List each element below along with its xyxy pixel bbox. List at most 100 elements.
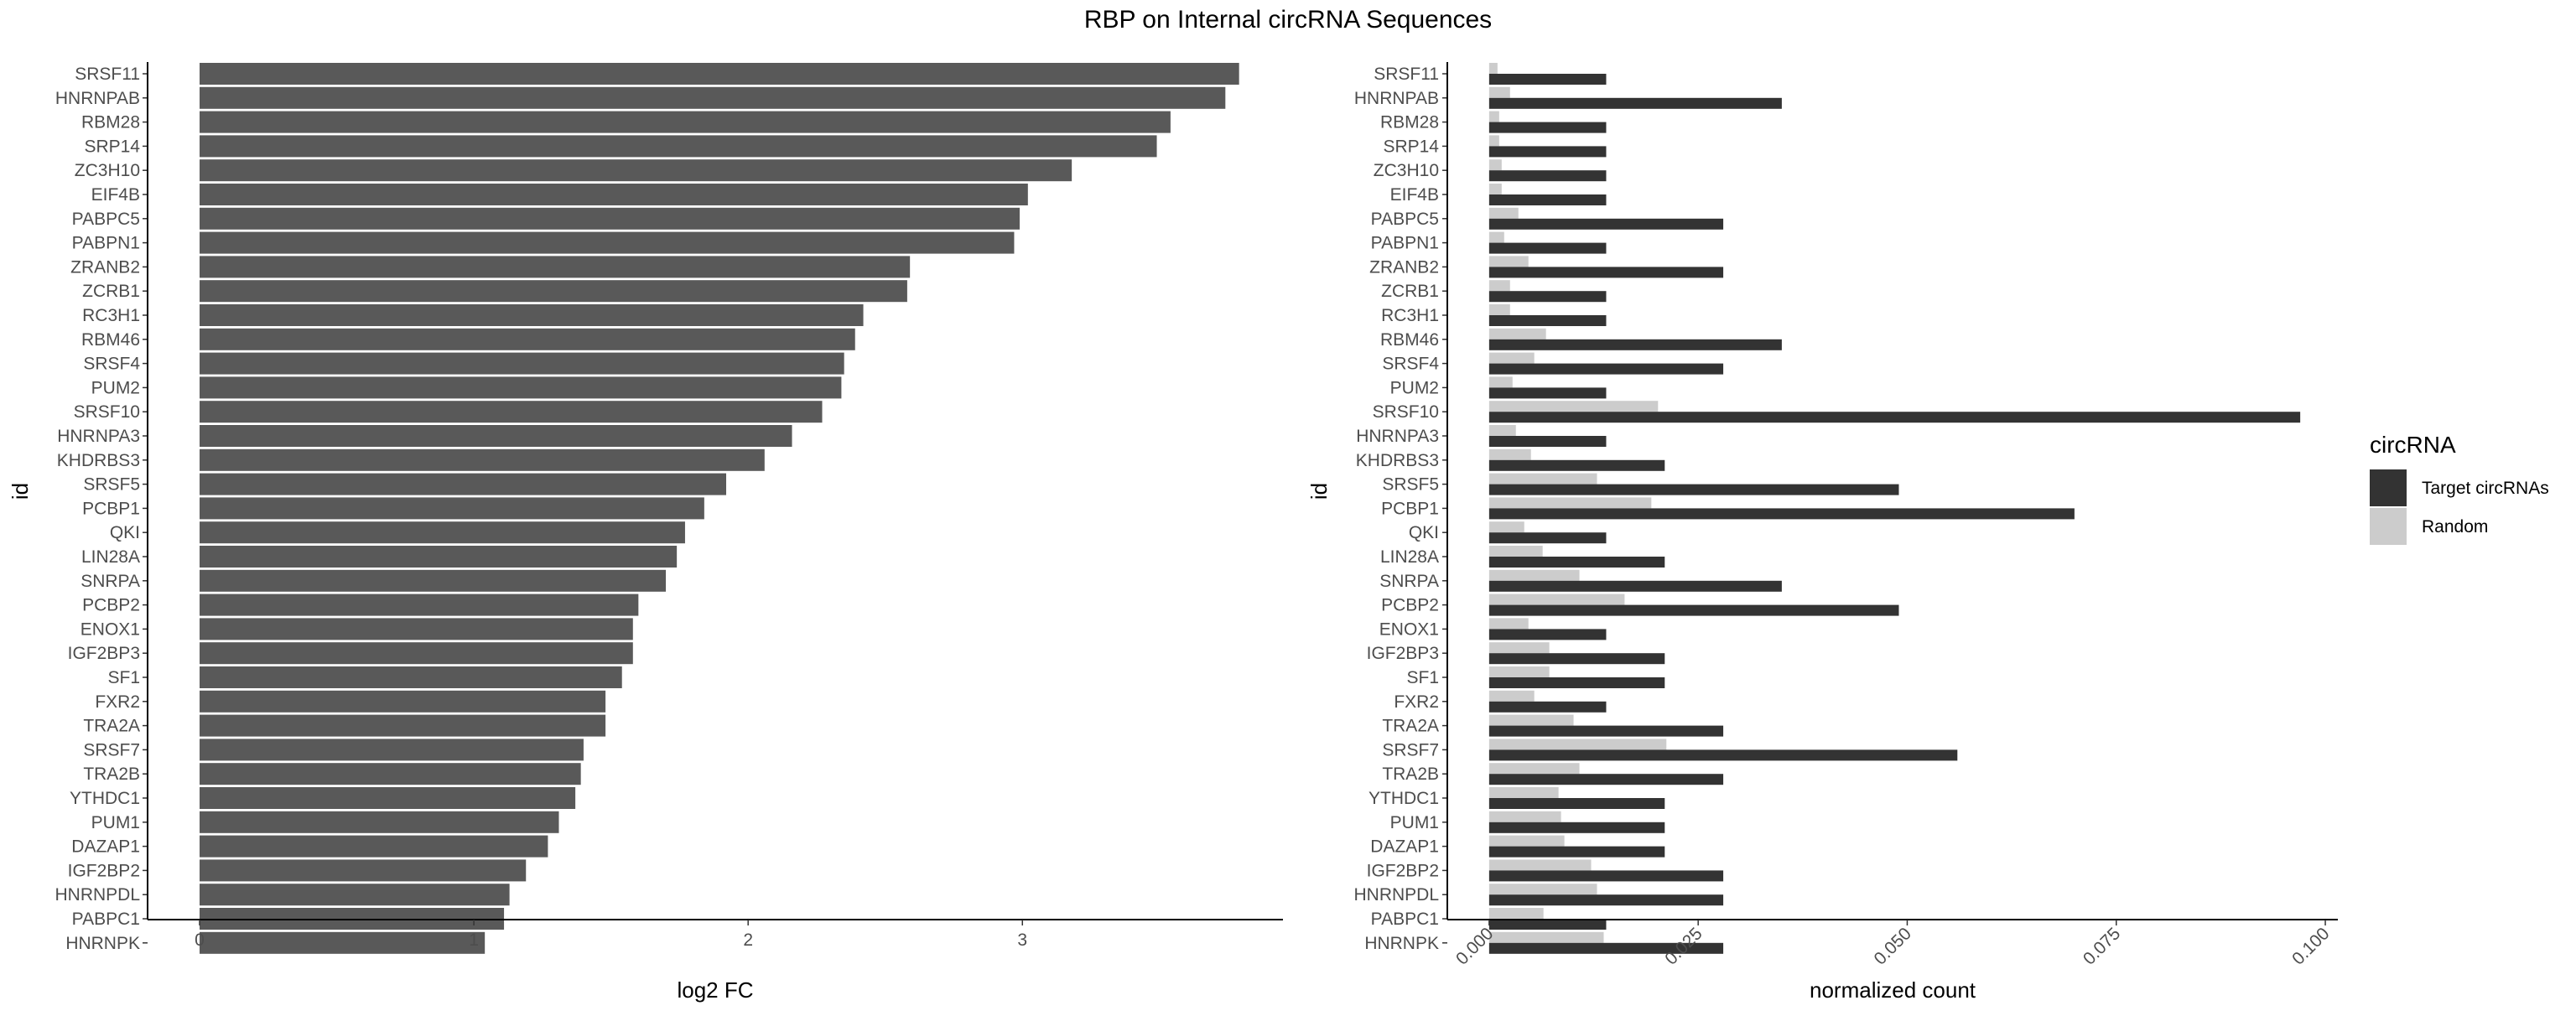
y-tick-label: PABPN1 [72, 234, 140, 253]
y-tick-label: PCBP1 [1381, 499, 1439, 518]
y-tick-label: SRSF7 [1382, 740, 1439, 759]
y-tick-label: HNRNPA3 [1356, 427, 1439, 446]
y-tick-label: FXR2 [95, 692, 140, 712]
bar-random-rbm46 [1488, 328, 1546, 340]
bar-random-rbm28 [1488, 111, 1499, 122]
y-tick-label: QKI [1409, 523, 1439, 542]
bar-pum2 [200, 376, 842, 399]
bar-random-pcbp2 [1488, 594, 1625, 605]
bar-target-pcbp2 [1488, 604, 1899, 616]
bar-pum1 [200, 811, 559, 833]
bar-target-fxr2 [1488, 701, 1607, 713]
bar-target-srp14 [1488, 146, 1607, 158]
bar-target-sf1 [1488, 677, 1665, 688]
figure-title: RBP on Internal circRNA Sequences [1084, 6, 1492, 34]
y-tick-label: PABPC5 [1371, 210, 1439, 229]
y-tick-label: IGF2BP2 [1367, 861, 1439, 880]
bar-pabpn1 [200, 231, 1015, 254]
y-tick-label: SRSF7 [83, 740, 140, 759]
y-tick-label: IGF2BP3 [68, 644, 140, 663]
bar-target-tra2b [1488, 774, 1724, 785]
bar-lin28a [200, 546, 678, 568]
y-tick-label: SRP14 [84, 137, 140, 156]
bar-random-eif4b [1488, 184, 1502, 194]
bar-target-hnrnpab [1488, 97, 1782, 109]
y-tick-label: YTHDC1 [70, 789, 140, 808]
legend-key-random [2370, 508, 2407, 545]
bar-random-pabpc5 [1488, 207, 1519, 219]
bar-target-pabpc1 [1488, 919, 1607, 930]
y-tick-label: SRSF10 [1373, 402, 1439, 422]
bar-pcbp2 [200, 594, 639, 616]
bar-target-lin28a [1488, 557, 1665, 568]
bar-tra2a [200, 714, 606, 737]
y-tick-label: SRSF4 [1382, 355, 1439, 374]
bar-random-pcbp1 [1488, 497, 1652, 509]
y-tick-label: IGF2BP2 [68, 861, 140, 880]
bar-target-srsf4 [1488, 363, 1724, 375]
y-tick-label: ZC3H10 [75, 161, 140, 180]
bar-srsf7 [200, 739, 584, 761]
bar-random-enox1 [1488, 618, 1529, 630]
bar-random-tra2a [1488, 714, 1574, 726]
y-tick-label: PCBP2 [1381, 596, 1439, 615]
bar-target-rbm46 [1488, 339, 1782, 350]
bar-target-enox1 [1488, 629, 1607, 640]
y-tick-label: IGF2BP3 [1367, 644, 1439, 663]
bar-target-srsf7 [1488, 749, 1958, 761]
bar-khdrbs3 [200, 448, 765, 471]
bar-random-pabpn1 [1488, 231, 1504, 243]
bar-random-tra2b [1488, 763, 1580, 775]
right-panel: SRSF11 HNRNPAB RBM28 SRP14 ZC3H10 EIF4B PABPC5… [1306, 62, 2338, 1003]
bar-random-srp14 [1488, 135, 1499, 147]
y-tick-label: PABPN1 [1371, 234, 1439, 253]
y-tick-label: HNRNPAB [1354, 89, 1439, 108]
bar-random-khdrbs3 [1488, 448, 1531, 460]
bar-target-pabpc5 [1488, 218, 1724, 230]
y-tick-label: RBM46 [81, 330, 140, 350]
y-tick-label: ENOX1 [80, 619, 140, 639]
y-tick-label: RBM28 [81, 113, 140, 132]
y-axis-title: id [8, 483, 33, 500]
bar-random-zc3h10 [1488, 159, 1502, 171]
bar-srsf11 [200, 63, 1239, 85]
legend: circRNA Target circRNAs Random [2370, 432, 2549, 545]
left-panel: SRSF11 HNRNPAB RBM28 SRP14 ZC3H10 EIF4B PABPC5… [8, 62, 1283, 1003]
bar-igf2bp2 [200, 859, 527, 882]
y-tick-label: PABPC5 [72, 210, 140, 229]
y-tick-label: HNRNPDL [55, 885, 140, 905]
bar-random-dazap1 [1488, 835, 1565, 847]
x-axis-title: normalized count [1810, 977, 1976, 1003]
legend-key-target [2370, 469, 2407, 506]
bar-target-srsf10 [1488, 412, 2301, 423]
y-tick-label: RBM46 [1380, 330, 1439, 350]
y-tick-label: DAZAP1 [1370, 837, 1439, 857]
bar-target-hnrnpdl [1488, 894, 1724, 906]
bar-target-ythdc1 [1488, 798, 1665, 809]
y-tick-label: LIN28A [1380, 547, 1439, 567]
y-tick-label: ENOX1 [1379, 619, 1439, 639]
legend-title: circRNA [2370, 432, 2456, 458]
y-tick-label: RC3H1 [82, 306, 140, 325]
legend-label: Target circRNAs [2422, 479, 2549, 498]
y-tick-label: HNRNPDL [1353, 885, 1439, 905]
bar-zcrb1 [200, 280, 907, 303]
y-tick-label: TRA2A [1382, 717, 1439, 736]
bar-target-khdrbs3 [1488, 459, 1665, 471]
y-tick-label: SRSF11 [75, 65, 140, 84]
y-tick-label: HNRNPK [65, 934, 140, 953]
bar-random-hnrnpab [1488, 86, 1510, 98]
y-tick-label: PUM1 [91, 813, 140, 832]
bar-hnrnpk [200, 931, 486, 954]
y-tick-label: SNRPA [1379, 572, 1439, 591]
y-tick-label: PCBP1 [82, 499, 140, 518]
y-tick-label: PUM2 [1390, 378, 1439, 397]
bar-random-ythdc1 [1488, 787, 1559, 798]
y-tick-label: SF1 [1406, 668, 1439, 687]
bar-srsf5 [200, 473, 727, 495]
bar-target-igf2bp2 [1488, 870, 1724, 882]
x-tick-label: 1 [469, 930, 479, 950]
bar-rbm46 [200, 328, 855, 350]
bar-random-snrpa [1488, 569, 1580, 581]
